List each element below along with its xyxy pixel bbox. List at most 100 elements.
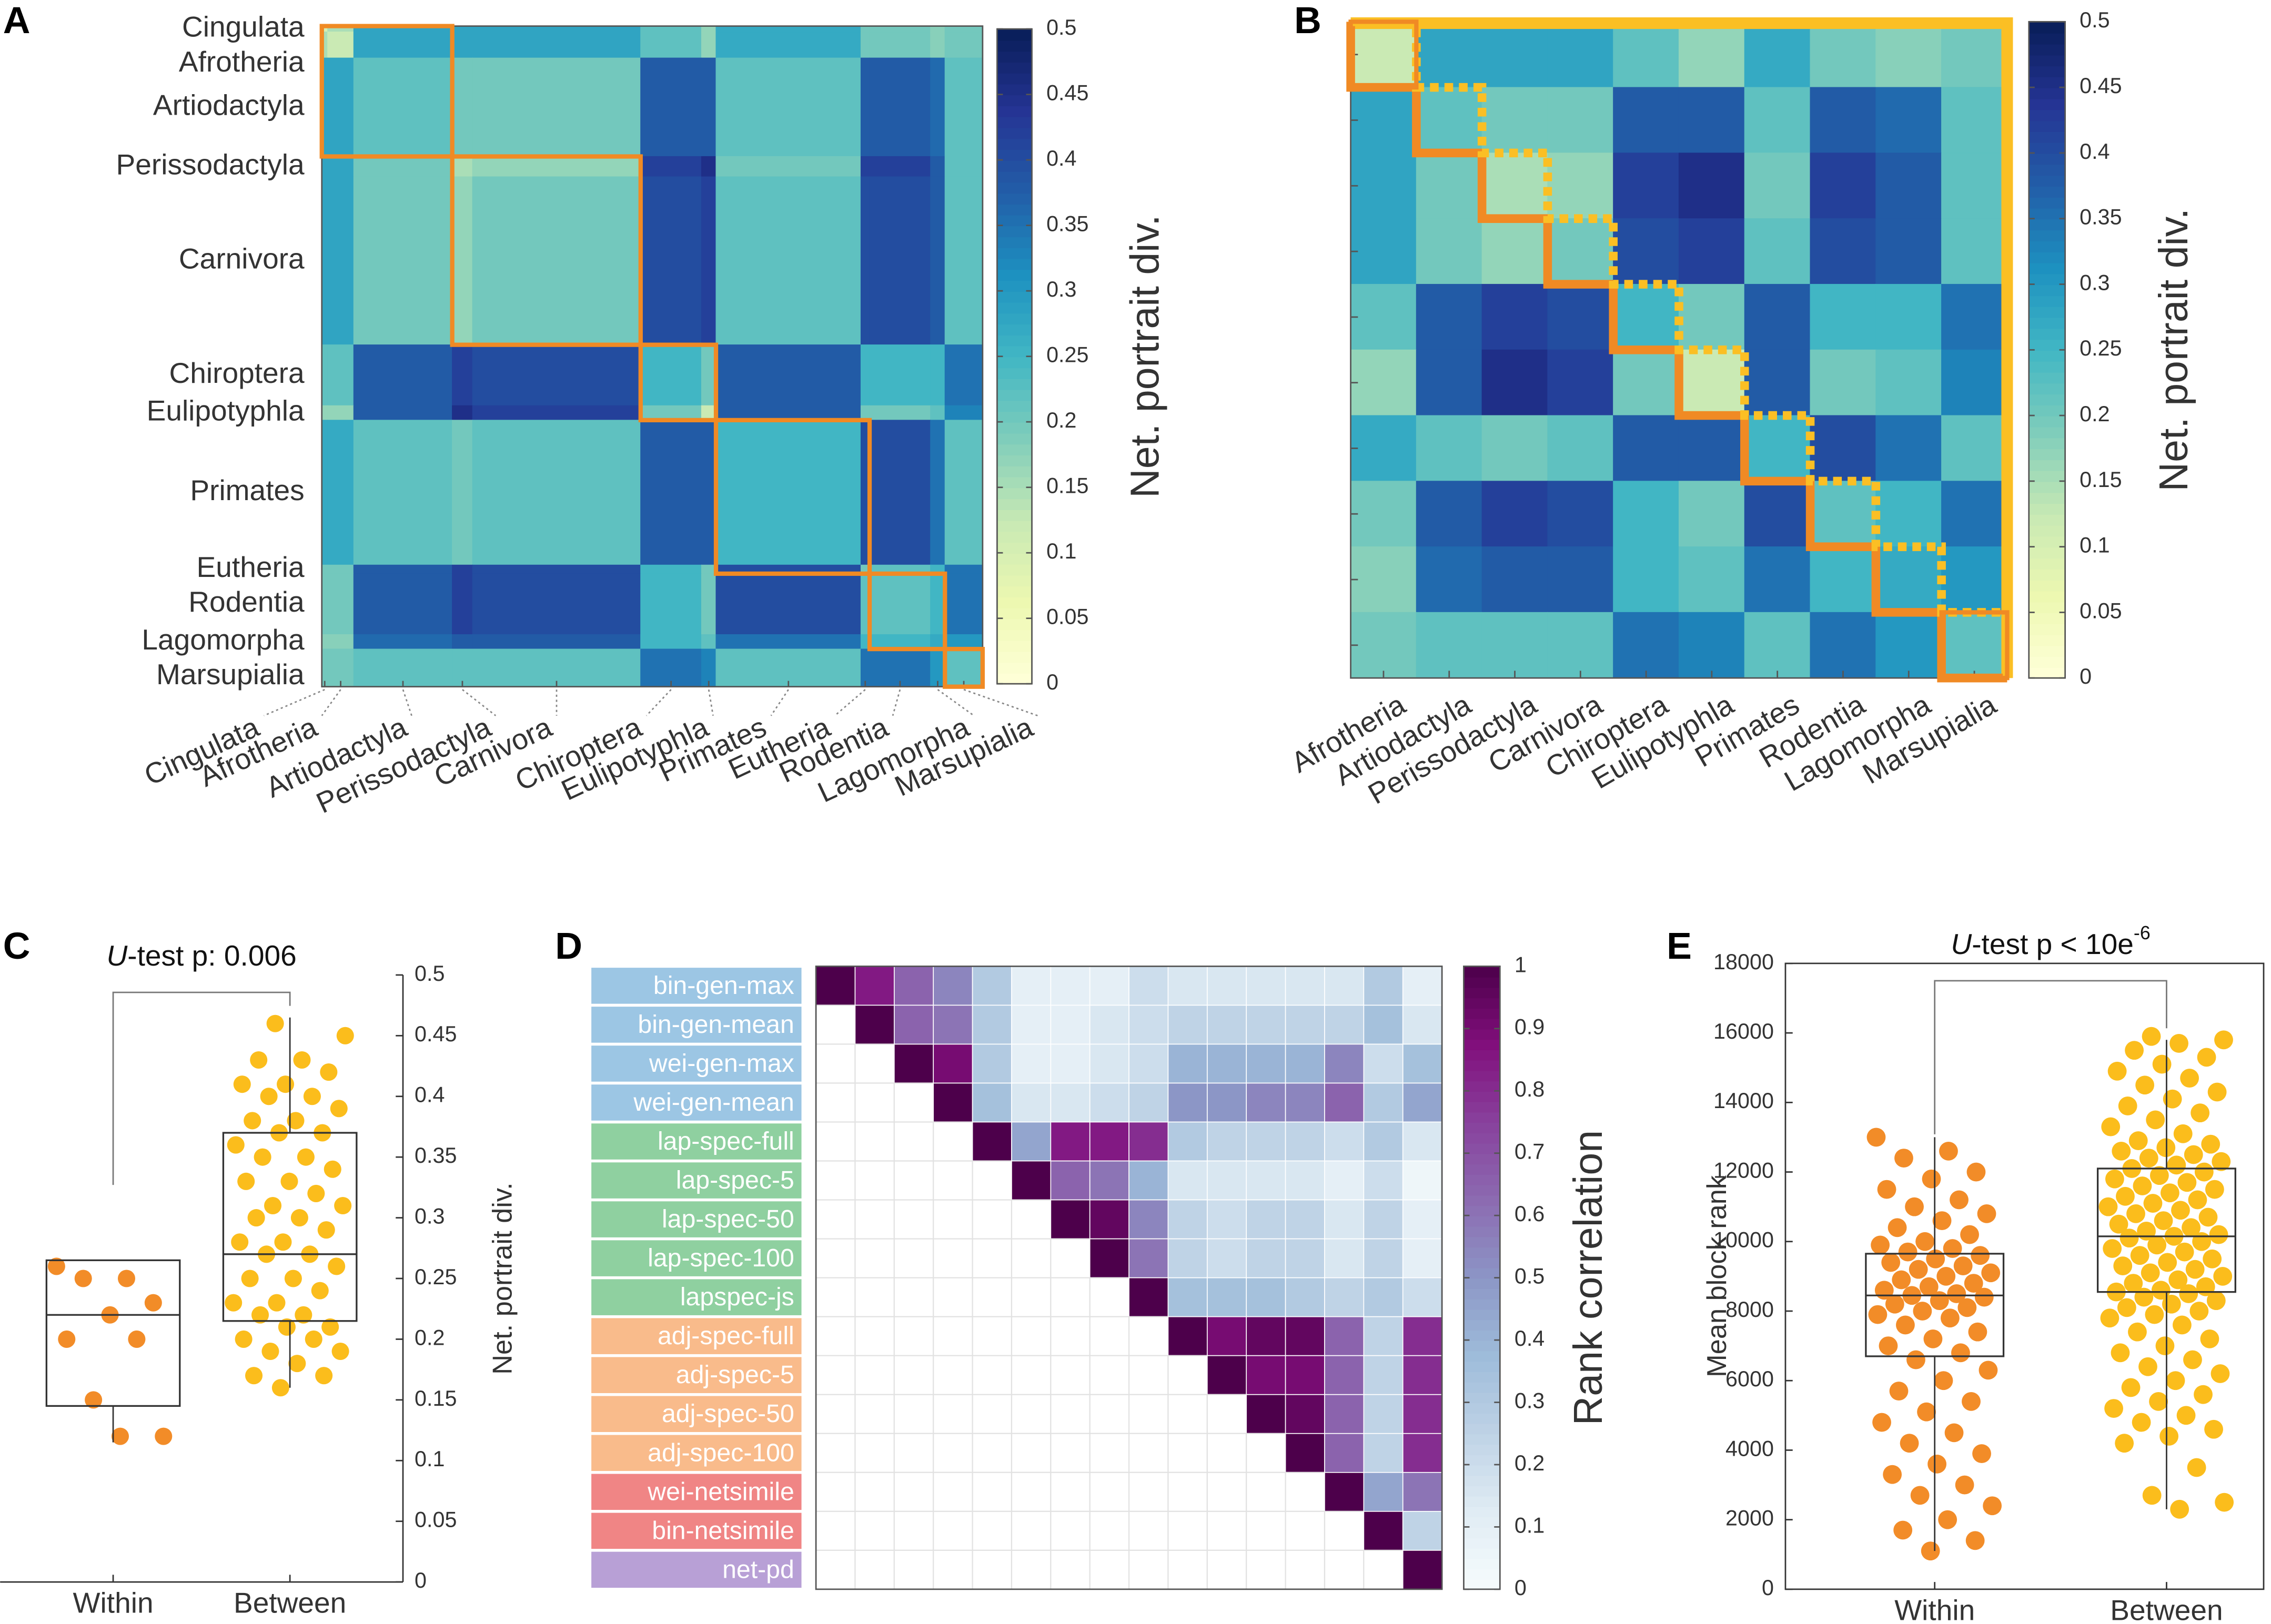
colorbar-slice	[2028, 175, 2065, 187]
colorbar-tick-label: 0.45	[2080, 74, 2122, 98]
data-point	[1921, 1541, 1940, 1561]
heatmap-cell	[1285, 1004, 1325, 1045]
heatmap-cell	[930, 648, 945, 687]
leader-line	[834, 689, 866, 716]
heatmap-cell	[1350, 546, 1417, 613]
data-point	[307, 1184, 325, 1202]
data-point	[1900, 1434, 1919, 1453]
empty-cell	[1089, 1510, 1130, 1551]
empty-cell	[1128, 1394, 1169, 1434]
y-tick-label: 12000	[1713, 1158, 1774, 1182]
colorbar-tick-label: 0.2	[1515, 1451, 1545, 1475]
y-tick-label: 10000	[1713, 1228, 1774, 1252]
heatmap-cell	[472, 564, 641, 574]
colorbar-tick-label: 0.1	[1046, 539, 1076, 563]
heatmap-cell	[1678, 415, 1745, 482]
data-point	[2112, 1141, 2131, 1161]
empty-cell	[893, 1355, 934, 1395]
empty-cell	[1246, 1433, 1286, 1473]
highlight-box	[638, 342, 719, 422]
heatmap-cell	[321, 156, 328, 177]
heatmap-cells	[1350, 21, 2007, 678]
heatmap-cell	[1285, 1160, 1325, 1201]
heatmap-cell	[1875, 21, 1942, 88]
colorbar-slice	[1463, 1122, 1500, 1133]
heatmap-cell	[1941, 87, 2007, 154]
heatmap-cell	[1167, 1121, 1208, 1162]
heatmap-cell	[715, 32, 862, 58]
empty-cell	[1089, 1471, 1130, 1512]
heatmap-cell	[640, 344, 702, 406]
colorbar-slice	[2028, 525, 2065, 537]
data-point	[2117, 1298, 2136, 1317]
data-point	[2189, 1302, 2209, 1321]
data-point	[1896, 1315, 1915, 1335]
heatmap-cell	[1167, 1316, 1208, 1356]
heatmap-cell	[327, 648, 354, 687]
row-label: lap-spec-50	[662, 1205, 794, 1233]
colorbar-slice	[2028, 273, 2065, 286]
data-point	[2191, 1103, 2210, 1123]
empty-cell	[933, 1355, 973, 1395]
data-point	[2215, 1493, 2234, 1512]
heatmap-cell	[1416, 612, 1482, 678]
colorbar-slice	[1463, 1257, 1500, 1268]
heatmap-cell	[1481, 218, 1548, 285]
data-point	[1893, 1520, 1913, 1540]
heatmap-cell	[1089, 966, 1129, 1006]
colorbar-slice	[1463, 1402, 1500, 1414]
row-label: adj-spec-5	[676, 1361, 794, 1389]
data-point	[2101, 1117, 2121, 1136]
heatmap-cell	[1324, 1471, 1365, 1512]
colorbar-slice	[2028, 590, 2065, 603]
empty-cell	[854, 1121, 895, 1162]
x-tick-label: Between	[234, 1587, 346, 1619]
colorbar-slice	[1463, 1080, 1500, 1092]
diagonal-outline	[1350, 17, 2012, 678]
empty-cell	[1246, 1549, 1286, 1590]
empty-cell	[1050, 1510, 1091, 1551]
heatmap-cell	[701, 176, 716, 346]
heatmap-cell	[715, 420, 862, 565]
empty-cell	[1324, 1549, 1365, 1590]
empty-cell	[1011, 1238, 1052, 1278]
data-point	[1955, 1475, 1974, 1495]
highlight-box	[713, 418, 872, 576]
heatmap-cell	[472, 344, 641, 406]
data-point	[1909, 1260, 1928, 1279]
heatmap-cell	[1941, 415, 2007, 482]
y-tick-label: 0	[1762, 1576, 1774, 1600]
heatmap-cell	[1810, 415, 1876, 482]
heatmap-cell	[1324, 1160, 1365, 1201]
data-point	[266, 1014, 284, 1032]
colorbar-slice	[2028, 317, 2065, 329]
heatmap-cell	[1350, 153, 1417, 219]
empty-cell	[1050, 1433, 1091, 1473]
empty-cell	[1089, 1394, 1130, 1434]
data-point	[1871, 1235, 1890, 1255]
heatmap-cell	[701, 564, 716, 574]
data-point	[2213, 1266, 2233, 1286]
data-point	[1905, 1197, 1924, 1216]
heatmap-cell	[1285, 1355, 1325, 1395]
heatmap-cell	[930, 405, 945, 421]
label-background	[591, 968, 802, 1004]
annotation-superscript: -6	[2134, 922, 2151, 943]
heatmap-cell	[1547, 612, 1614, 678]
heatmap-cell	[1285, 1238, 1325, 1278]
colorbar-slice	[2028, 393, 2065, 405]
heatmap-cell	[933, 966, 973, 1006]
label-background	[591, 1513, 802, 1549]
data-point	[260, 1088, 278, 1105]
heatmap-cell	[1402, 966, 1442, 1006]
colorbar-slice	[997, 640, 1032, 652]
heatmap-cell	[321, 344, 328, 406]
heatmap-cell	[1324, 1355, 1365, 1395]
colorbar-slice	[1463, 1350, 1500, 1362]
heatmap-cell	[869, 420, 931, 565]
colorbar-slice	[2028, 667, 2065, 679]
heatmap-cell	[1744, 546, 1811, 613]
heatmap-cell	[1246, 1004, 1286, 1045]
heatmap-cell	[1011, 1121, 1052, 1162]
heatmap-cell	[1128, 1004, 1169, 1045]
